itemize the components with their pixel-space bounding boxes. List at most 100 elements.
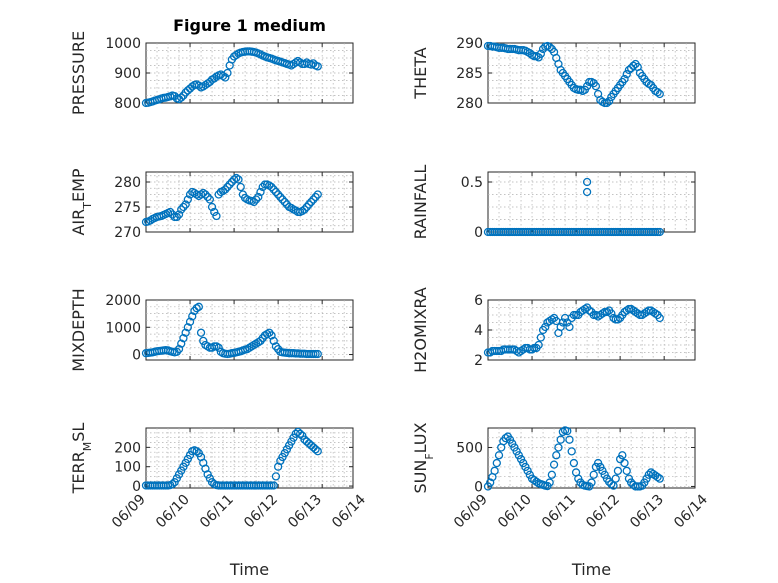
data-point [269,481,278,490]
data-point [236,182,245,192]
y-tick-label: 100 [114,460,141,476]
data-point [536,333,546,342]
data-point [269,185,278,194]
data-point [183,195,192,204]
y-tick-label: 2 [474,353,483,369]
x-tick-label: 06/13 [285,492,325,532]
x-tick-label: 06/09 [109,492,149,532]
data-point [146,216,155,225]
data-point [552,451,561,460]
data-point [604,97,614,106]
data-point [536,49,546,58]
x-tick-label: 06/10 [153,492,193,532]
data-point [166,207,175,217]
data-point [622,70,631,79]
subplot-2: 280 285 290 THETA [411,36,696,112]
data-point [304,200,314,209]
data-point [589,470,598,479]
data-point [240,193,250,203]
data-point [565,435,574,444]
data-point [192,447,201,456]
data-point [256,187,265,197]
data-point [655,474,664,483]
data-point [602,307,612,317]
data-point [618,451,627,460]
x-tick-label: 06/13 [627,492,667,532]
data-point [624,65,634,75]
data-point [177,339,186,348]
data-point [620,458,629,468]
data-point [199,336,208,346]
data-point [205,195,215,204]
subplot-8: 0 500 06/09 06/10 06/11 06/12 06/13 06/14 Time SU… [411,422,711,579]
y-tick-label: 0 [474,479,483,495]
data-point [269,336,278,346]
y-tick-label: 1000 [105,320,141,336]
data-point [313,447,322,456]
data-point [271,472,281,481]
subplot-4: 0 0.5 RAINFALL [411,165,696,241]
data-point [181,200,190,209]
y-tick-label: 0 [132,348,141,364]
data-point [582,82,592,91]
data-point [582,187,592,197]
subplot-7: 0 100 200 06/09 06/10 06/11 06/12 06/13 06/14 Tim… [69,423,369,579]
x-axis-label: Time [229,560,269,579]
data-point [545,43,554,52]
data-point [287,203,296,213]
data-point [174,210,184,219]
data-point [181,328,190,337]
x-tick-label: 06/14 [671,491,711,531]
data-point [492,458,501,468]
x-tick-label: 06/09 [451,492,491,532]
data-point [201,190,210,199]
x-tick-label: 06/14 [329,491,369,531]
data-point [313,62,322,71]
data-point [655,227,664,237]
data-point [547,315,557,324]
y-tick-label: 270 [114,225,141,241]
data-point [232,50,241,60]
y-axis-label: PRESSURE [69,31,88,115]
data-point [527,345,537,354]
x-tick-label: 06/11 [197,492,237,532]
data-point [249,197,259,207]
data-point [177,205,186,214]
data-point [563,426,572,436]
x-tick-label: 06/12 [583,492,623,532]
data-point [598,309,607,318]
data-point [494,451,504,460]
data-point [179,202,188,212]
data-point [580,304,590,314]
y-axis-label: RAINFALL [411,165,430,240]
data-point [541,322,550,332]
subplot-3: 270 275 280 AIRTEMP [69,168,354,241]
y-tick-label: 4 [474,323,483,339]
y-axis-label: TERRMSL [69,423,94,495]
data-point [655,313,664,323]
data-point [300,205,309,214]
data-point [179,334,188,343]
data-point [565,322,574,332]
data-point [302,202,311,212]
data-point [225,180,234,189]
subplot-5: 0 1000 2000 MIXDEPTH [69,288,354,372]
y-tick-label: 275 [114,200,141,216]
data-point [168,479,177,489]
data-point [549,460,559,469]
data-point [591,82,601,91]
x-tick-label: 06/12 [241,492,281,532]
data-point [545,478,554,487]
data-point [212,211,221,221]
x-tick-label: 06/11 [539,492,579,532]
data-point [534,340,543,350]
data-point [267,331,276,340]
data-point [267,182,276,192]
data-point [653,472,662,482]
data-point [214,343,223,352]
data-point [486,478,495,487]
x-axis-label: Time [571,560,611,579]
y-tick-label: 280 [114,175,141,191]
data-point [607,309,616,318]
y-axis-label: AIRTEMP [69,168,94,235]
